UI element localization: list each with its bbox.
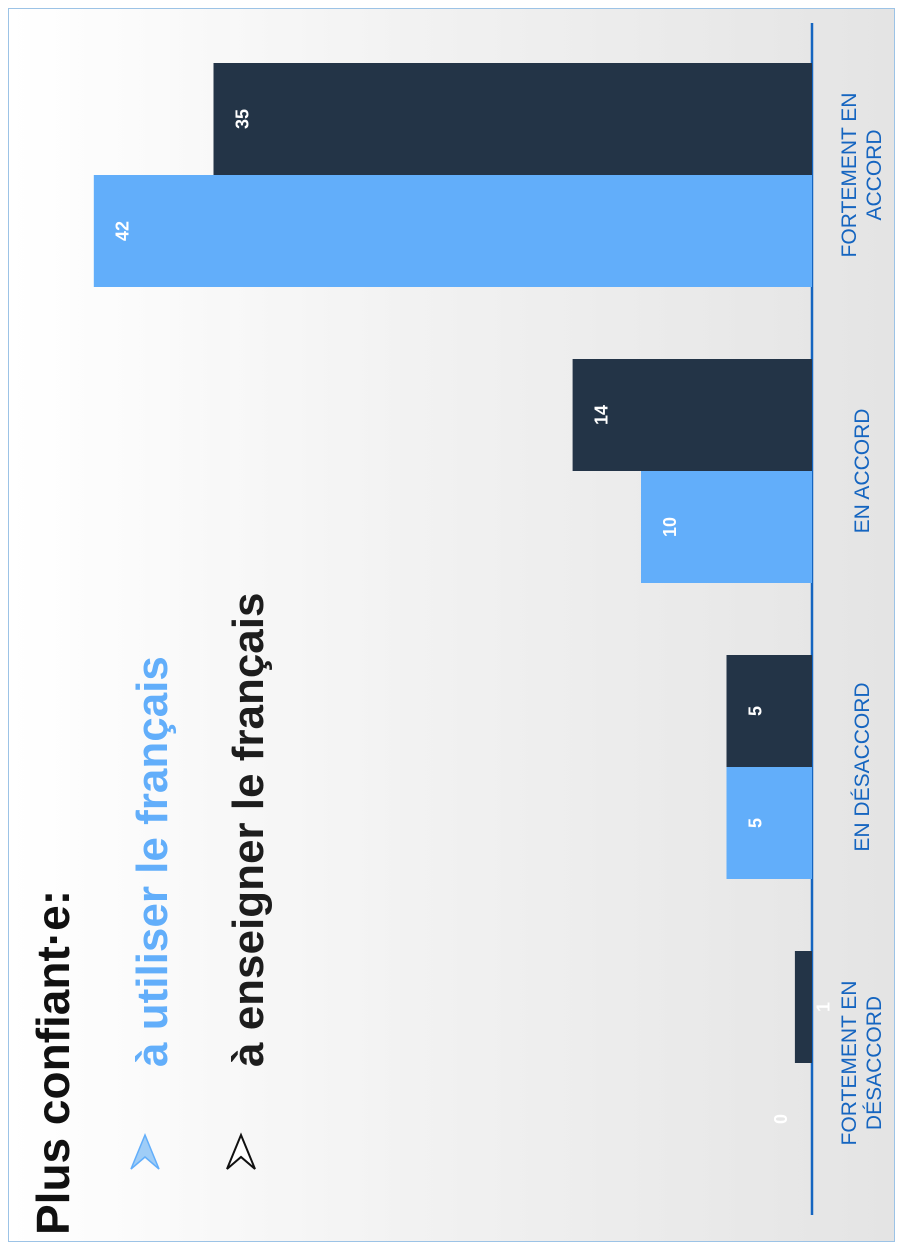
legend-label-teach: à enseigner le français [224, 593, 273, 1067]
bar-chart: Plus confiant·e: à utiliser le français … [27, 23, 886, 1235]
slide: Plus confiant·e: à utiliser le français … [8, 8, 895, 1242]
value-label-use-3: 42 [113, 221, 133, 241]
value-label-teach-0: 1 [814, 1002, 834, 1012]
category-label-line: DÉSACCORD [863, 996, 886, 1130]
category-label-line: FORTEMENT EN [838, 93, 861, 258]
category-label-0: FORTEMENT EN DÉSACCORD [838, 981, 886, 1146]
legend-item-teach: à enseigner le français [224, 593, 273, 1170]
category-label-2: EN ACCORD [851, 409, 874, 534]
arrow-icon [226, 1132, 256, 1170]
bar-use-2 [641, 471, 812, 583]
category-label-line: EN DÉSACCORD [851, 682, 874, 851]
category-label-line: EN ACCORD [851, 409, 874, 534]
bar-use-1 [726, 767, 812, 879]
bar-teach-2 [572, 359, 812, 471]
bars-group: 0 1 5 5 10 14 42 35 [93, 63, 834, 1124]
page-title: Plus confiant·e: [27, 890, 79, 1235]
bar-teach-3 [213, 63, 812, 175]
category-label-1: EN DÉSACCORD [851, 682, 874, 851]
arrow-icon [130, 1133, 160, 1170]
bar-use-3 [93, 175, 813, 287]
value-label-teach-2: 14 [591, 405, 611, 425]
legend-label-use: à utiliser le français [128, 656, 177, 1067]
value-label-use-0: 0 [771, 1114, 791, 1124]
bar-teach-0 [794, 951, 812, 1063]
bar-teach-1 [726, 655, 812, 767]
category-label-line: ACCORD [863, 129, 886, 220]
legend-item-use: à utiliser le français [128, 656, 177, 1170]
value-label-use-1: 5 [745, 818, 765, 828]
value-label-use-2: 10 [660, 517, 680, 537]
category-label-line: FORTEMENT EN [838, 981, 861, 1146]
value-label-teach-1: 5 [745, 706, 765, 716]
category-label-3: FORTEMENT EN ACCORD [838, 93, 886, 258]
value-label-teach-3: 35 [232, 109, 252, 129]
